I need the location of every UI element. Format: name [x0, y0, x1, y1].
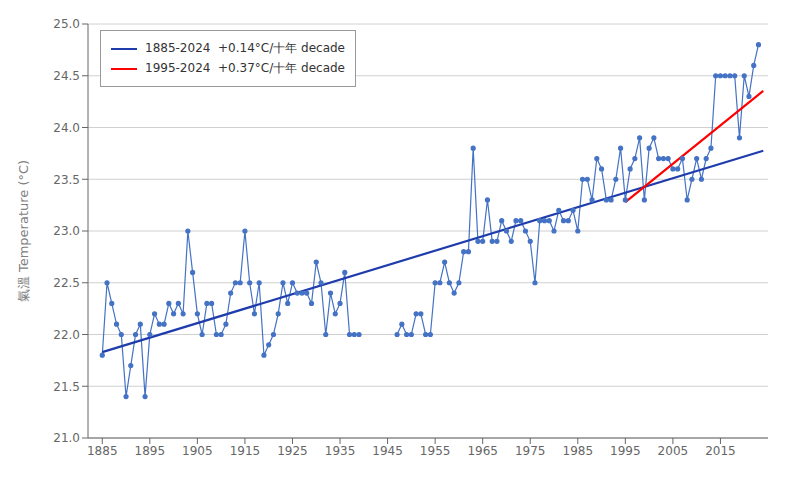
- svg-text:1905: 1905: [182, 444, 213, 458]
- svg-text:1985: 1985: [563, 444, 594, 458]
- svg-text:1925: 1925: [277, 444, 308, 458]
- svg-text:1975: 1975: [515, 444, 546, 458]
- svg-text:氣溫 Temperature (°C): 氣溫 Temperature (°C): [16, 160, 31, 302]
- svg-text:1995: 1995: [610, 444, 641, 458]
- svg-text:1895: 1895: [135, 444, 166, 458]
- svg-text:25.0: 25.0: [53, 17, 80, 31]
- svg-text:24.0: 24.0: [53, 121, 80, 135]
- svg-text:23.0: 23.0: [53, 224, 80, 238]
- svg-text:24.5: 24.5: [53, 69, 80, 83]
- svg-text:2015: 2015: [705, 444, 736, 458]
- html-text:1995-2024 +0.37°C/十年 decade: 1995-2024 +0.37°C/十年 decade: [145, 61, 345, 75]
- svg-text:1885: 1885: [87, 444, 118, 458]
- svg-text:21.0: 21.0: [53, 431, 80, 445]
- svg-text:1945: 1945: [372, 444, 403, 458]
- svg-text:21.5: 21.5: [53, 380, 80, 394]
- svg-text:1965: 1965: [467, 444, 498, 458]
- svg-text:1955: 1955: [420, 444, 451, 458]
- svg-text:23.5: 23.5: [53, 173, 80, 187]
- html-text:1885-2024 +0.14°C/十年 decade: 1885-2024 +0.14°C/十年 decade: [145, 41, 345, 55]
- svg-text:1935: 1935: [325, 444, 356, 458]
- svg-text:2005: 2005: [658, 444, 689, 458]
- svg-text:22.0: 22.0: [53, 328, 80, 342]
- svg-text:22.5: 22.5: [53, 276, 80, 290]
- svg-text:1915: 1915: [230, 444, 261, 458]
